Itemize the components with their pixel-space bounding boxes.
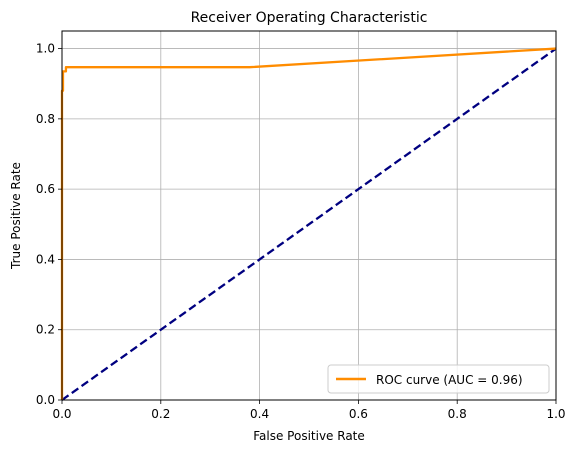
legend-label-roc-curve: ROC curve (AUC = 0.96): [376, 373, 523, 387]
chart-title: Receiver Operating Characteristic: [191, 10, 428, 26]
y-tick-label: 0.2: [36, 323, 55, 337]
y-tick-label: 0.6: [36, 182, 55, 196]
ticks: 0.0 0.2 0.4 0.6 0.8 1.0 0.0 0.2 0.4 0.6 0.8 1.0: [36, 42, 566, 421]
x-tick-label: 1.0: [546, 407, 565, 421]
plot-frame: [61, 30, 557, 401]
diagonal-reference-line: [61, 47, 557, 401]
x-tick-label: 0.8: [448, 407, 467, 421]
y-axis-label: True Positive Rate: [9, 162, 23, 270]
legend-box: [327, 364, 550, 394]
legend: ROC curve (AUC = 0.96): [327, 364, 550, 394]
y-tick-label: 0.4: [36, 252, 55, 266]
y-tick-label: 1.0: [36, 42, 55, 56]
grid: [61, 31, 557, 401]
x-tick-label: 0.2: [151, 407, 170, 421]
x-tick-label: 0.4: [250, 407, 269, 421]
x-tick-label: 0.0: [52, 407, 71, 421]
y-tick-label: 0.8: [36, 112, 55, 126]
plot-area-background: [62, 31, 556, 400]
x-tick-label: 0.6: [349, 407, 368, 421]
y-tick-label: 0.0: [36, 393, 55, 407]
x-axis-label: False Positive Rate: [253, 429, 365, 443]
